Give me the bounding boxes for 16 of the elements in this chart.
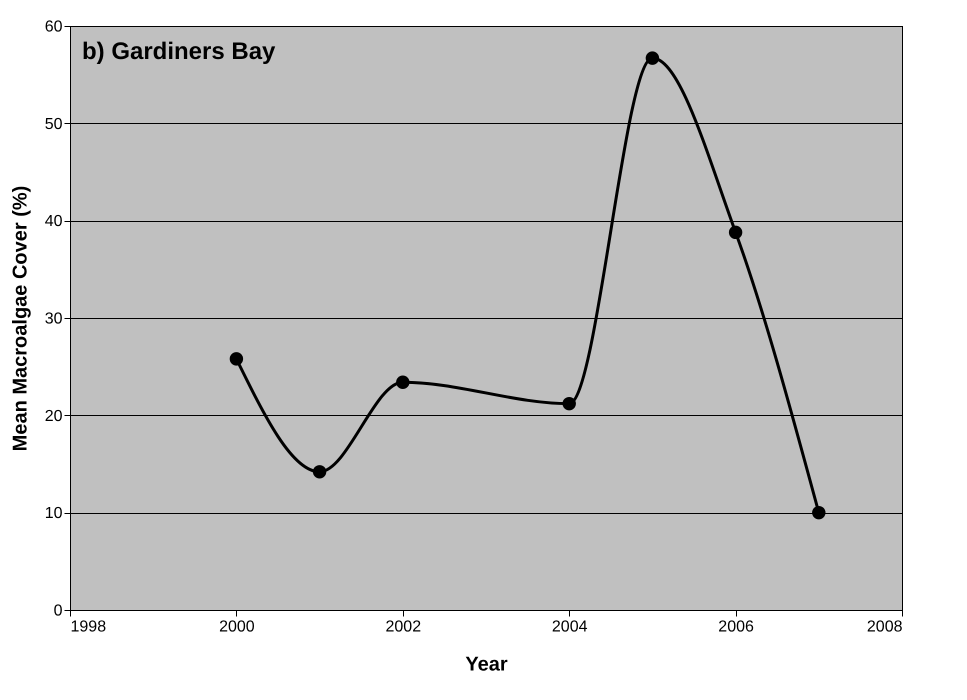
- text: b) Gardiners Bay: [82, 38, 276, 65]
- y-tick-label: 40: [44, 213, 63, 230]
- x-tick-label: 2004: [552, 618, 588, 636]
- y-tick-label: 10: [44, 505, 63, 522]
- y-tick-label: 0: [54, 602, 63, 620]
- y-tick-label: 20: [44, 408, 63, 425]
- y-axis-title: Mean Macroalgae Cover (%): [10, 186, 32, 452]
- x-tick-label: 2002: [386, 618, 422, 636]
- y-tick-label: 30: [44, 310, 63, 328]
- x-tick-label: 2006: [718, 618, 754, 636]
- x-tick-label: 2000: [219, 618, 255, 636]
- y-tick-label: 60: [44, 18, 63, 36]
- y-tick-label: 50: [44, 116, 63, 133]
- x-axis-title: Year: [465, 654, 508, 676]
- x-tick-label: 2008: [866, 618, 903, 636]
- x-tick-label: 1998: [70, 618, 106, 636]
